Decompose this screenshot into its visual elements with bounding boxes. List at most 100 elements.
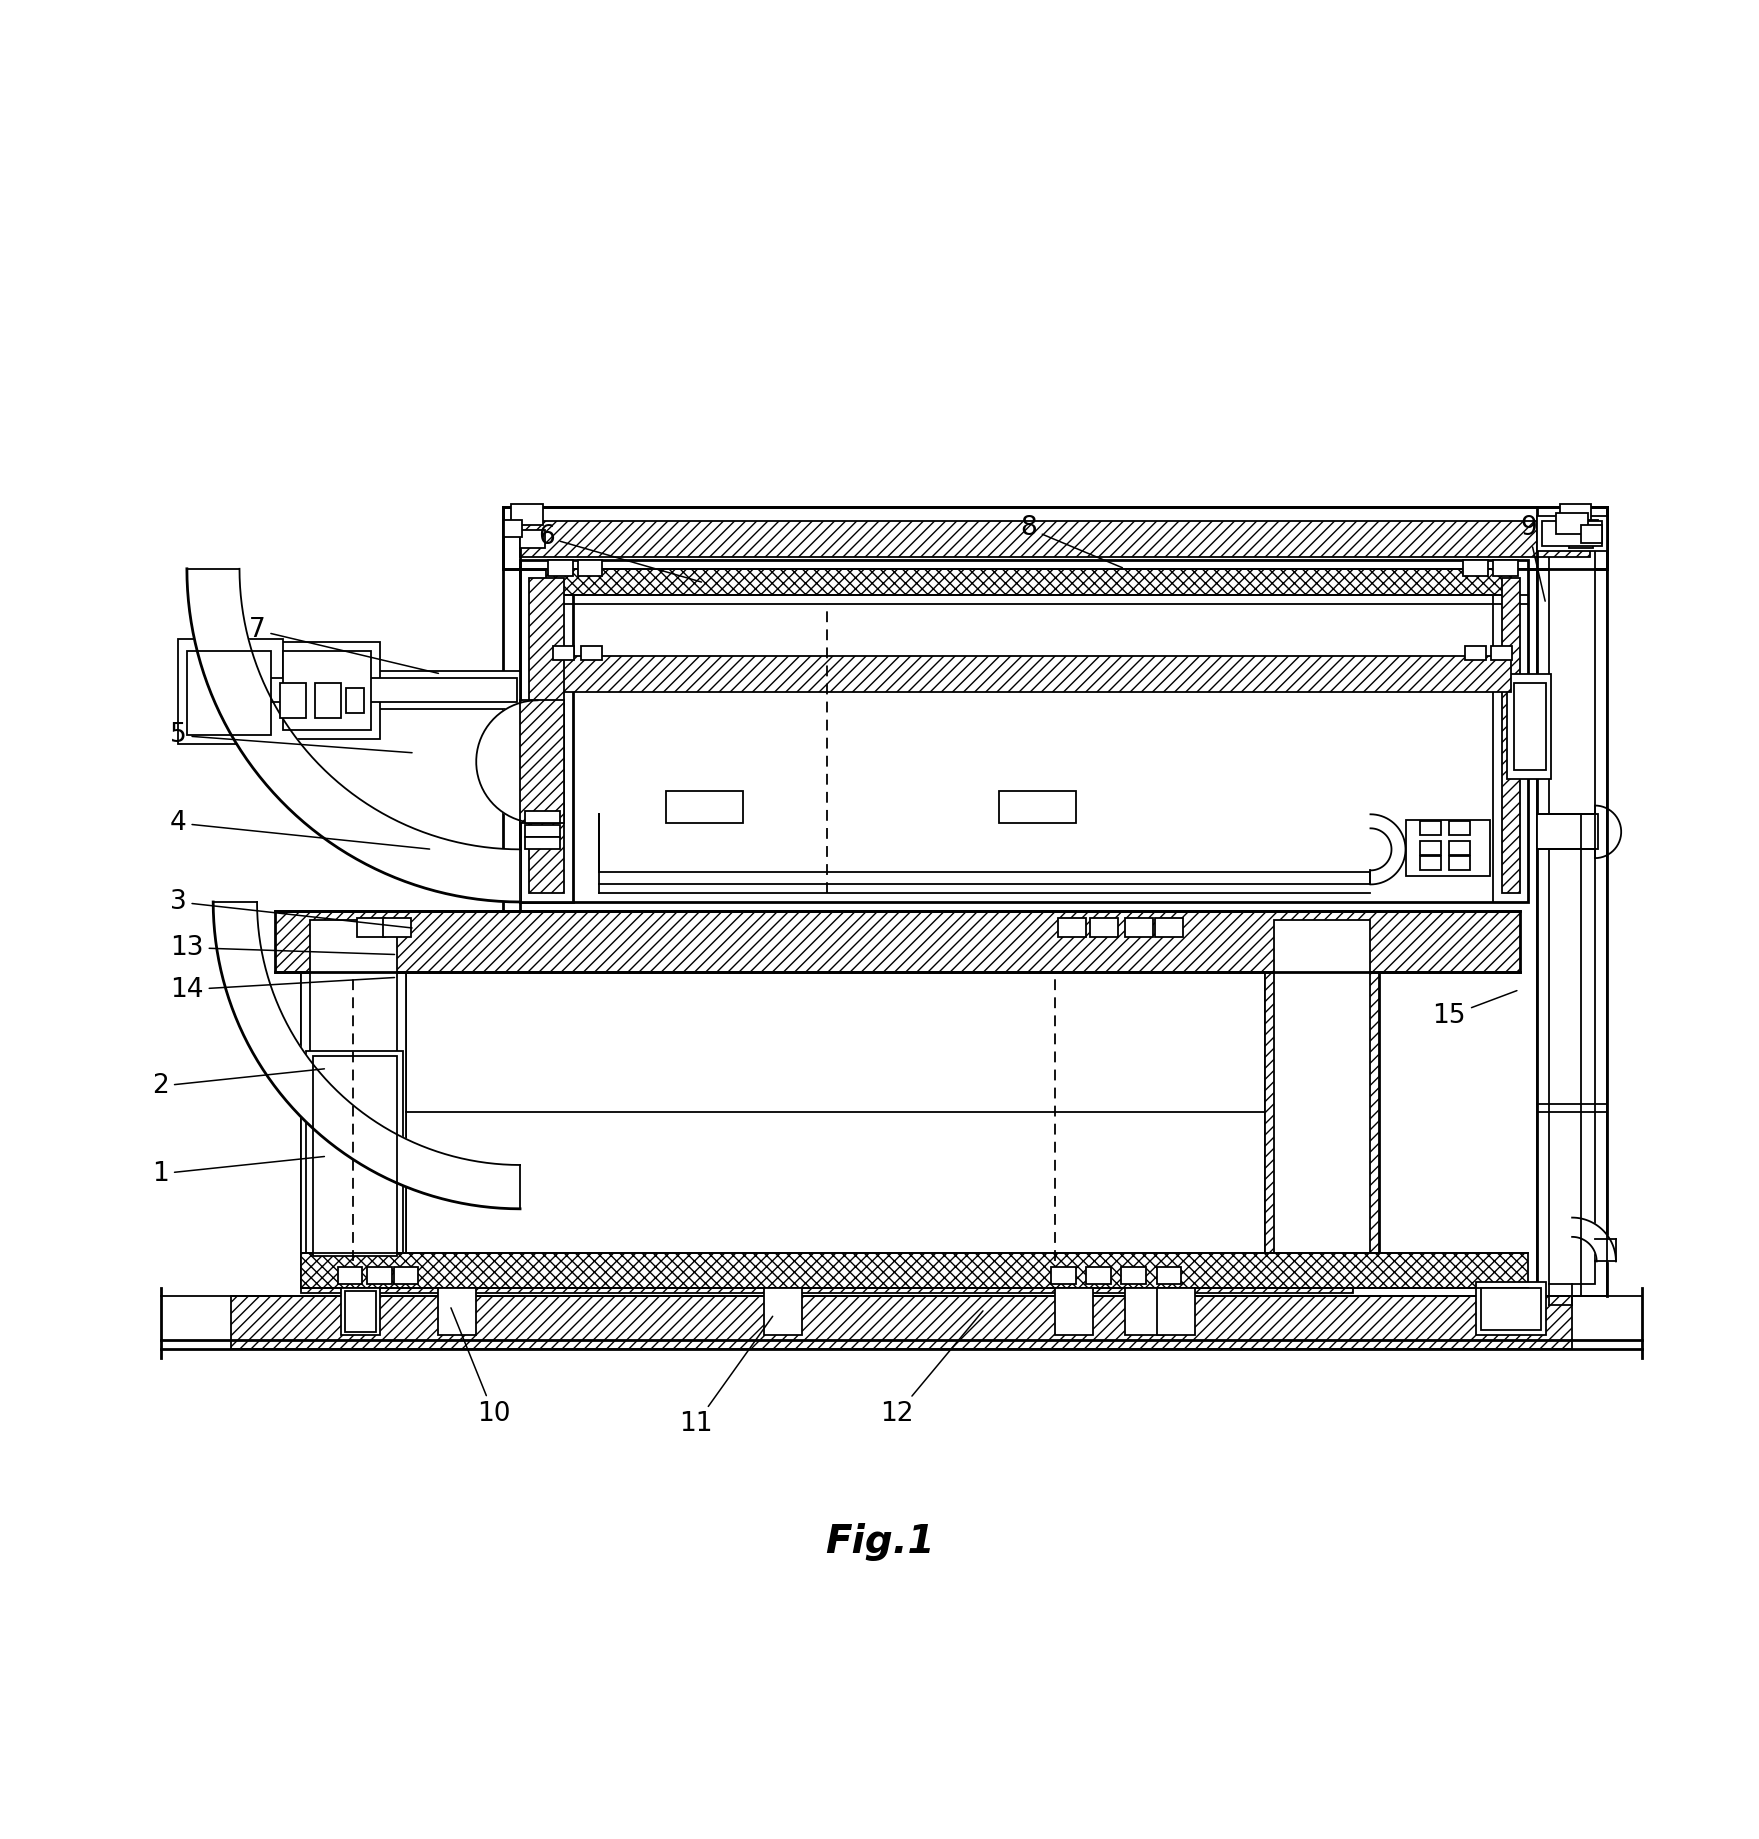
Text: 5: 5 [171, 723, 412, 752]
Bar [280, 682, 306, 717]
Bar [283, 651, 371, 730]
Bar [178, 638, 283, 745]
Text: 9: 9 [1520, 515, 1544, 601]
Bar [1492, 645, 1513, 660]
Bar [763, 1287, 802, 1335]
Bar [338, 1267, 362, 1284]
Bar [313, 1056, 398, 1256]
Bar [1543, 522, 1602, 546]
Bar [1449, 840, 1471, 855]
Bar [1560, 504, 1592, 524]
Text: 6: 6 [538, 524, 702, 583]
Bar [1569, 530, 1594, 548]
Bar [306, 1052, 403, 1262]
Bar [1055, 1287, 1094, 1335]
Bar [505, 520, 522, 537]
Bar [301, 910, 406, 1271]
Bar [521, 561, 1529, 901]
Text: 14: 14 [171, 977, 394, 1002]
Bar [1493, 561, 1518, 576]
Bar [512, 504, 544, 524]
Bar [1420, 822, 1441, 835]
Bar [1156, 918, 1182, 938]
Bar [1449, 857, 1471, 870]
Bar [1537, 517, 1608, 552]
Bar [1126, 918, 1154, 938]
Text: 11: 11 [679, 1317, 772, 1438]
Bar [301, 1278, 1353, 1293]
Bar [1265, 910, 1379, 1271]
Bar [368, 1267, 392, 1284]
Bar [186, 671, 521, 710]
Text: 7: 7 [248, 618, 438, 673]
Bar [526, 826, 561, 837]
Bar [1126, 1287, 1163, 1335]
Bar [1420, 857, 1441, 870]
Bar [1463, 561, 1488, 576]
Bar [1557, 513, 1588, 533]
Bar [1476, 1282, 1546, 1335]
Bar [503, 508, 1608, 568]
Bar [1514, 682, 1546, 771]
Bar [529, 577, 565, 894]
Bar [383, 918, 412, 938]
Text: 10: 10 [450, 1308, 510, 1427]
Bar [345, 1291, 376, 1331]
Bar [547, 657, 1511, 691]
Bar [274, 642, 380, 739]
Bar [1157, 1287, 1194, 1335]
Polygon shape [1370, 815, 1405, 885]
Bar [521, 522, 1590, 557]
Bar [1550, 520, 1595, 1284]
Bar [315, 682, 341, 717]
Bar [301, 1252, 1529, 1287]
Bar [230, 1296, 1573, 1350]
Text: Fig.1: Fig.1 [825, 1523, 934, 1561]
Polygon shape [1573, 1217, 1617, 1262]
Text: 1: 1 [153, 1157, 324, 1186]
Bar [1420, 840, 1441, 855]
Bar [1087, 1267, 1112, 1284]
Bar [406, 910, 1265, 1271]
Bar [192, 677, 517, 702]
Bar [547, 568, 1511, 596]
Bar [1274, 920, 1370, 1262]
Bar [579, 561, 602, 576]
Text: 8: 8 [1020, 515, 1122, 568]
Bar [310, 920, 398, 1262]
Bar [1493, 568, 1529, 901]
Text: 2: 2 [153, 1068, 324, 1100]
Polygon shape [477, 701, 538, 824]
Text: 15: 15 [1432, 991, 1516, 1030]
Bar [1449, 822, 1471, 835]
Text: 4: 4 [171, 809, 429, 850]
Bar [582, 645, 602, 660]
Bar [1052, 1267, 1077, 1284]
Bar [1537, 815, 1599, 850]
Bar [1091, 918, 1119, 938]
Bar [438, 1287, 477, 1335]
Bar [1122, 1267, 1147, 1284]
Bar [1502, 577, 1520, 894]
Bar [357, 918, 385, 938]
Bar [526, 837, 561, 850]
Bar [1059, 918, 1087, 938]
Bar [1157, 1267, 1180, 1284]
Bar [1465, 645, 1486, 660]
Bar [999, 791, 1077, 824]
Bar [186, 651, 271, 736]
Bar [526, 811, 561, 824]
Bar [521, 568, 573, 901]
Bar [665, 791, 742, 824]
Polygon shape [186, 568, 521, 901]
Bar [1507, 675, 1551, 780]
Text: 13: 13 [171, 934, 394, 960]
Bar [1581, 520, 1599, 537]
Text: 3: 3 [171, 888, 412, 929]
Bar [1581, 524, 1602, 543]
Bar [554, 645, 575, 660]
Bar [394, 1267, 419, 1284]
Text: 12: 12 [880, 1311, 983, 1427]
Bar [549, 561, 573, 576]
Polygon shape [213, 901, 521, 1208]
